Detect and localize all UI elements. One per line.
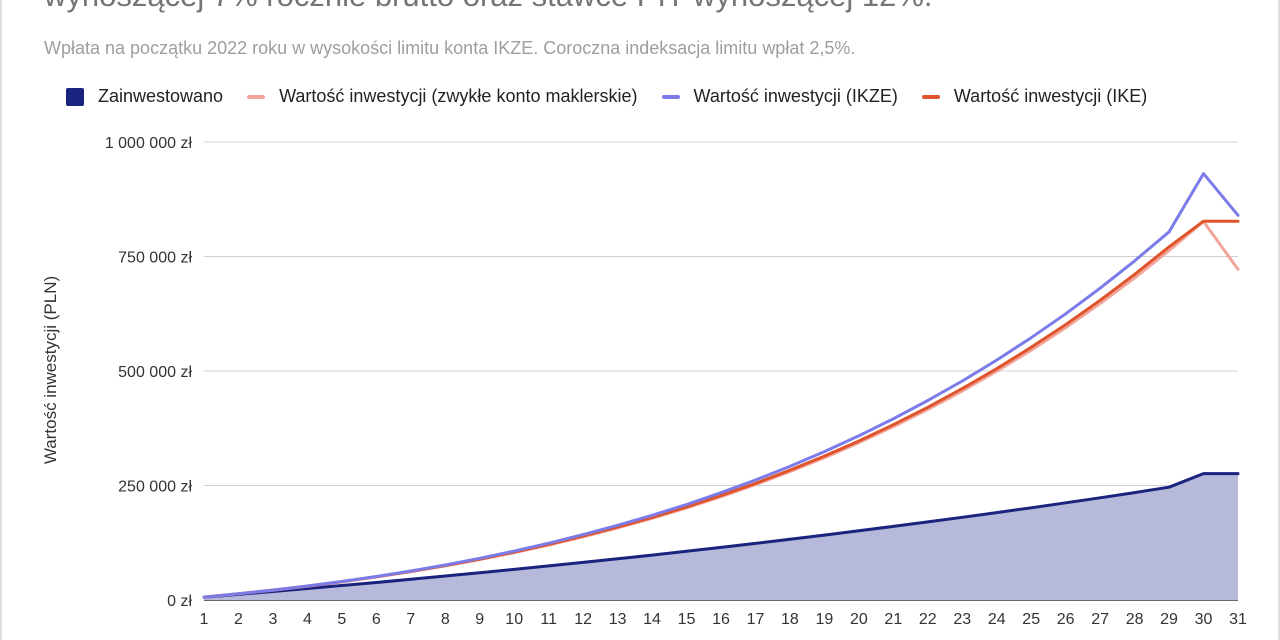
legend: Zainwestowano Wartość inwestycji (zwykłe…	[66, 86, 1171, 107]
legend-label-ikze: Wartość inwestycji (IKZE)	[693, 86, 898, 106]
x-tick-label: 28	[1126, 611, 1144, 628]
x-tick-label: 3	[268, 611, 277, 628]
y-tick-label: 0 zł	[167, 593, 192, 610]
x-tick-label: 10	[505, 611, 523, 628]
y-tick-label: 500 000 zł	[118, 364, 192, 381]
legend-item-invested[interactable]: Zainwestowano	[66, 86, 223, 107]
y-axis-ticks: 0 zł 250 000 zł 500 000 zł 750 000 zł 1 000 …	[105, 135, 193, 610]
line-layer	[202, 172, 1240, 599]
x-axis-ticks: 1 2 3 4 5 6 7 8 9 10 11 12 13 14 15 16 17 18 19 20 21 22 23 24 2…	[200, 611, 1247, 628]
legend-label-regular: Wartość inwestycji (zwykłe konto maklers…	[279, 86, 638, 106]
series-line-invested	[202, 472, 1240, 599]
x-tick-label: 31	[1229, 611, 1247, 628]
x-tick-label: 18	[781, 611, 799, 628]
legend-swatch-regular	[247, 94, 266, 99]
x-tick-label: 26	[1057, 611, 1075, 628]
x-tick-label: 19	[816, 611, 834, 628]
legend-item-ike[interactable]: Wartość inwestycji (IKE)	[921, 86, 1148, 107]
x-tick-label: 24	[988, 611, 1006, 628]
series-line-ikze	[202, 172, 1240, 599]
frame-edge-left	[0, 0, 2, 640]
x-tick-label: 21	[884, 611, 902, 628]
legend-label-ike: Wartość inwestycji (IKE)	[953, 86, 1148, 106]
x-tick-label: 8	[441, 611, 450, 628]
legend-swatch-invested	[66, 87, 84, 106]
x-tick-label: 9	[475, 611, 484, 628]
x-tick-label: 30	[1195, 611, 1213, 628]
area-layer	[204, 473, 1238, 600]
x-tick-label: 25	[1022, 611, 1040, 628]
frame-edge-right	[1278, 0, 1280, 640]
legend-label-invested: Zainwestowano	[98, 86, 224, 106]
y-tick-label: 750 000 zł	[118, 250, 192, 267]
x-tick-label: 5	[337, 611, 346, 628]
x-tick-label: 12	[574, 611, 592, 628]
y-axis-label: Wartość inwestycji (PLN)	[41, 276, 60, 464]
x-tick-label: 6	[372, 611, 381, 628]
x-tick-label: 23	[953, 611, 971, 628]
legend-swatch-ikze	[661, 94, 680, 99]
x-tick-label: 22	[919, 611, 937, 628]
x-tick-label: 14	[643, 611, 661, 628]
legend-item-regular[interactable]: Wartość inwestycji (zwykłe konto maklers…	[247, 86, 638, 107]
legend-item-ikze[interactable]: Wartość inwestycji (IKZE)	[661, 86, 898, 107]
series-area-invested	[204, 473, 1238, 600]
x-tick-label: 29	[1160, 611, 1178, 628]
x-tick-label: 20	[850, 611, 868, 628]
y-tick-label: 1 000 000 zł	[105, 135, 193, 152]
y-tick-label: 250 000 zł	[118, 479, 192, 496]
x-tick-label: 11	[540, 611, 557, 628]
x-tick-label: 16	[712, 611, 730, 628]
x-tick-label: 1	[200, 611, 209, 628]
chart-subtitle: Wpłata na początku 2022 roku w wysokości…	[44, 38, 856, 58]
x-tick-label: 17	[747, 611, 765, 628]
x-tick-label: 27	[1091, 611, 1109, 628]
x-tick-label: 2	[234, 611, 243, 628]
chart-title: wynoszącej 7% rocznie brutto oraz stawce…	[44, 0, 933, 14]
x-tick-label: 15	[678, 611, 696, 628]
x-tick-label: 7	[406, 611, 415, 628]
legend-swatch-ike	[921, 94, 940, 99]
x-tick-label: 13	[609, 611, 627, 628]
x-tick-label: 4	[303, 611, 312, 628]
